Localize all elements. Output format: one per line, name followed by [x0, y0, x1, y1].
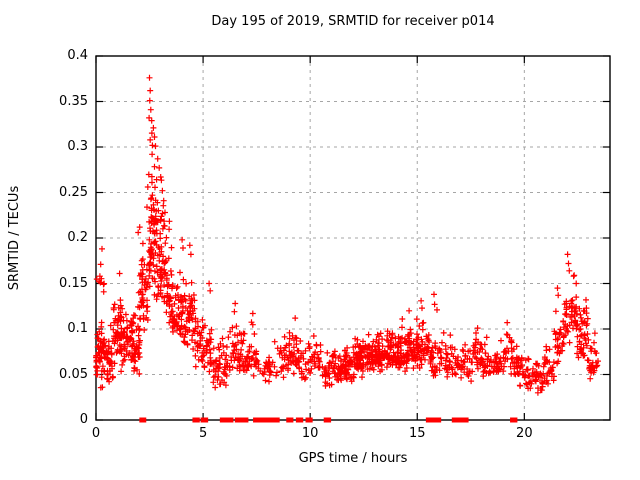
y-tick-label: 0.3 — [67, 139, 88, 154]
scatter-points — [93, 74, 601, 396]
y-tick-label: 0.05 — [59, 366, 88, 382]
y-tick-label: 0.35 — [59, 93, 88, 109]
x-tick-label: 5 — [198, 426, 208, 441]
x-tick-label: 0 — [91, 426, 101, 441]
chart-title: Day 195 of 2019, SRMTID for receiver p01… — [211, 14, 495, 29]
x-tick-label: 15 — [408, 426, 426, 441]
zero-value-squares — [139, 417, 518, 423]
y-tick-label: 0.1 — [67, 321, 88, 336]
y-tick-label: 0.25 — [59, 184, 88, 200]
y-tick-label: 0.15 — [59, 275, 88, 291]
x-tick-label: 20 — [516, 426, 533, 441]
y-tick-label: 0 — [79, 412, 88, 427]
x-axis-label: GPS time / hours — [298, 451, 408, 466]
x-tick-label: 10 — [301, 426, 319, 441]
y-axis-label: SRMTID / TECUs — [7, 185, 22, 291]
y-tick-label: 0.4 — [67, 48, 88, 63]
y-tick-label: 0.2 — [67, 230, 88, 245]
